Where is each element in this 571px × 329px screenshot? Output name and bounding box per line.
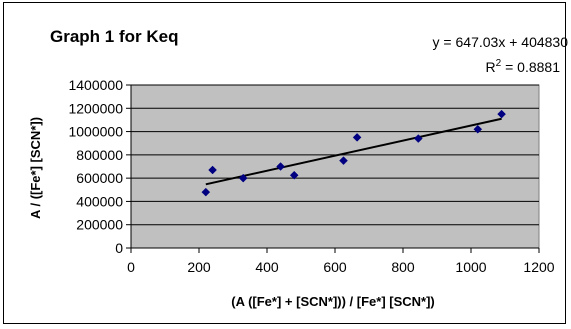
x-tick-label: 1000: [455, 259, 486, 275]
y-axis-title: A / ([Fe*] [SCN*]): [28, 117, 43, 219]
r-squared-exponent: 2: [496, 58, 502, 69]
x-tick-label: 200: [187, 259, 211, 275]
x-axis-title: (A ([Fe*] + [SCN*])) / [Fe*] [SCN*]): [231, 294, 435, 309]
r-squared-symbol: R: [486, 59, 496, 75]
x-tick-label: 600: [323, 259, 347, 275]
data-point: [289, 170, 299, 180]
x-tick-label: 400: [255, 259, 279, 275]
trendline: [205, 117, 502, 186]
data-point: [473, 124, 483, 134]
y-tick-label: 600000: [76, 170, 123, 186]
data-point: [497, 109, 506, 119]
data-point: [238, 173, 248, 183]
data-point: [276, 162, 285, 171]
trendline-equation: y = 647.03x + 404830: [433, 34, 569, 50]
data-points: [201, 109, 506, 197]
y-tick-label: 400000: [76, 193, 123, 209]
plot-area: [130, 84, 540, 249]
r-squared-label: R2 = 0.8881: [486, 58, 561, 75]
y-tick-label: 1000000: [68, 124, 123, 140]
data-point: [413, 134, 423, 143]
data-point: [208, 165, 217, 175]
data-point: [201, 187, 211, 197]
r-squared-value: = 0.8881: [501, 59, 560, 75]
grid-lines: [131, 84, 539, 226]
x-tick-labels: 0 200 400 600 800 1000 1200: [127, 248, 555, 275]
chart-title: Graph 1 for Keq: [50, 27, 178, 46]
x-tick-label: 1200: [523, 259, 554, 275]
x-tick-label: 0: [127, 259, 135, 275]
data-point: [339, 156, 348, 166]
y-tick-label: 0: [115, 240, 123, 256]
x-tick-label: 800: [391, 259, 415, 275]
data-point: [352, 133, 362, 142]
y-tick-label: 200000: [76, 217, 123, 233]
y-tick-label: 800000: [76, 147, 123, 163]
y-tick-labels: 0 200000 400000 600000 800000 1000000 1200000 1…: [68, 77, 131, 256]
y-tick-label: 1400000: [68, 77, 123, 93]
y-tick-label: 1200000: [68, 100, 123, 116]
